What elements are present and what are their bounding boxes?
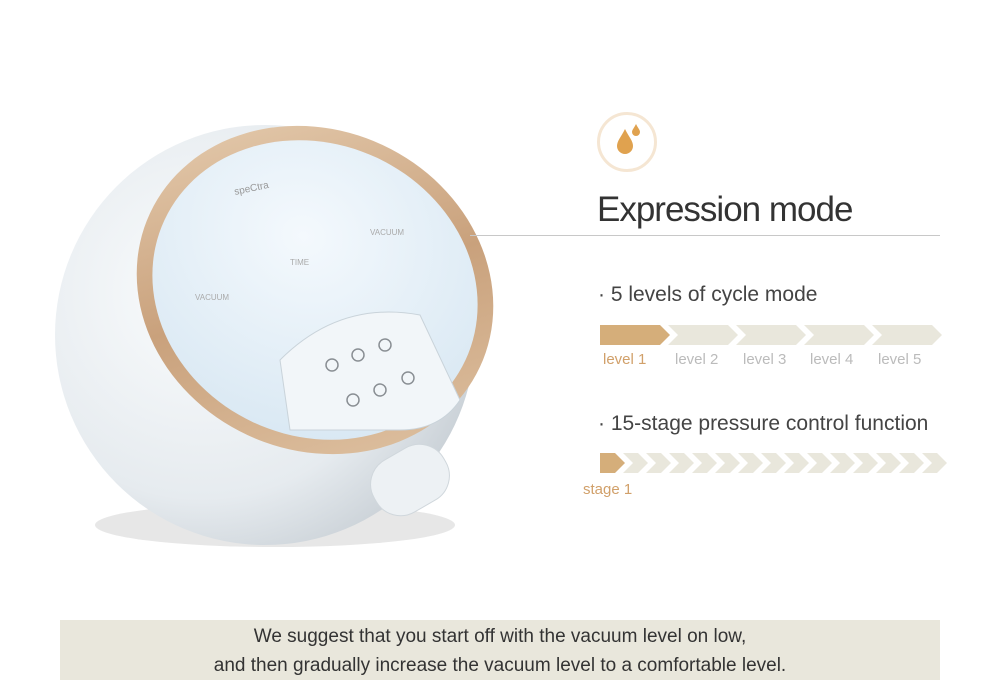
cycle-level-segment <box>600 325 670 345</box>
cycle-level-segment <box>668 325 738 345</box>
device-label-vacuum-left: VACUUM <box>195 293 229 302</box>
pressure-stage-segment <box>830 453 855 473</box>
level-label: level 1 <box>603 351 647 368</box>
level-label: level 4 <box>810 351 854 368</box>
pressure-stage-segment <box>922 453 947 473</box>
stage-label: stage 1 <box>583 481 633 498</box>
suggestion-line-2: and then gradually increase the vacuum l… <box>213 655 787 676</box>
pressure-stage-segment <box>715 453 740 473</box>
pressure-stage-segment <box>600 453 625 473</box>
suggestion-line-1: We suggest that you start off with the v… <box>253 626 747 647</box>
cycle-level-bar <box>600 325 942 345</box>
level-label: level 2 <box>675 351 719 368</box>
pressure-stage-segment <box>623 453 648 473</box>
pressure-stage-segment <box>738 453 763 473</box>
cycle-heading: · 5 levels of cycle mode <box>598 283 818 306</box>
pressure-stage-segment <box>784 453 809 473</box>
pressure-heading: · 15-stage pressure control function <box>598 412 929 435</box>
pressure-stage-segment <box>646 453 671 473</box>
breast-pump-device-image: speCtra VACUUM TIME VACUUM <box>55 125 494 547</box>
cycle-level-segment <box>736 325 806 345</box>
level-label: level 5 <box>878 351 922 368</box>
section-title: Expression mode <box>597 190 853 229</box>
pressure-stage-segment <box>692 453 717 473</box>
device-label-vacuum-right: VACUUM <box>370 228 404 237</box>
pressure-stage-segment <box>669 453 694 473</box>
cycle-level-segment <box>872 325 942 345</box>
milk-drops-icon <box>597 112 657 172</box>
pressure-stage-segment <box>853 453 878 473</box>
device-label-time: TIME <box>290 258 309 267</box>
pressure-stage-segment <box>807 453 832 473</box>
pressure-stage-bar <box>600 453 947 473</box>
divider <box>470 235 940 236</box>
suggestion-banner: We suggest that you start off with the v… <box>60 620 940 680</box>
pressure-stage-segment <box>761 453 786 473</box>
level-label: level 3 <box>743 351 787 368</box>
pressure-stage-segment <box>899 453 924 473</box>
pressure-stage-segment <box>876 453 901 473</box>
cycle-level-segment <box>804 325 874 345</box>
